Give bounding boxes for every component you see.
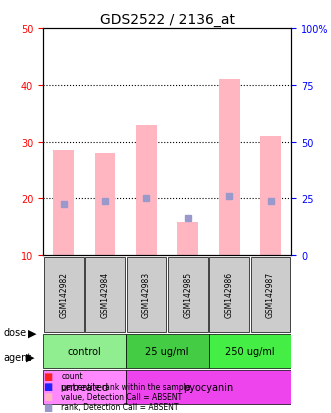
Bar [260,137,281,256]
Text: 25 ug/ml: 25 ug/ml [145,346,189,356]
Text: untreated: untreated [60,382,109,392]
Title: GDS2522 / 2136_at: GDS2522 / 2136_at [100,12,235,26]
FancyBboxPatch shape [126,257,166,332]
FancyBboxPatch shape [209,334,291,368]
Text: ■: ■ [43,381,52,391]
Bar [95,154,116,256]
Text: ▶: ▶ [28,328,37,337]
Text: percentile rank within the sample: percentile rank within the sample [61,382,191,391]
Bar [136,125,157,256]
Text: ■: ■ [43,371,52,381]
FancyBboxPatch shape [85,257,125,332]
Text: value, Detection Call = ABSENT: value, Detection Call = ABSENT [61,392,182,401]
FancyBboxPatch shape [43,370,126,404]
FancyBboxPatch shape [43,334,126,368]
FancyBboxPatch shape [44,257,83,332]
Text: GSM142983: GSM142983 [142,272,151,318]
Text: GSM142984: GSM142984 [101,272,110,318]
Text: GSM142987: GSM142987 [266,272,275,318]
Text: rank, Detection Call = ABSENT: rank, Detection Call = ABSENT [61,402,179,411]
Text: dose: dose [3,328,26,337]
Text: 250 ug/ml: 250 ug/ml [225,346,275,356]
Text: ■: ■ [43,402,52,412]
Text: ■: ■ [43,392,52,401]
FancyBboxPatch shape [251,257,291,332]
Text: agent: agent [3,352,31,362]
Text: GSM142982: GSM142982 [59,272,68,318]
Text: count: count [61,371,83,380]
Bar [53,151,74,256]
Text: GSM142986: GSM142986 [225,272,234,318]
FancyBboxPatch shape [126,334,209,368]
Text: ▶: ▶ [26,352,35,362]
FancyBboxPatch shape [168,257,208,332]
Bar [219,80,240,256]
Text: control: control [68,346,101,356]
FancyBboxPatch shape [210,257,249,332]
FancyBboxPatch shape [126,370,291,404]
Bar [177,223,198,256]
Text: GSM142985: GSM142985 [183,272,192,318]
Text: pyocyanin: pyocyanin [183,382,234,392]
